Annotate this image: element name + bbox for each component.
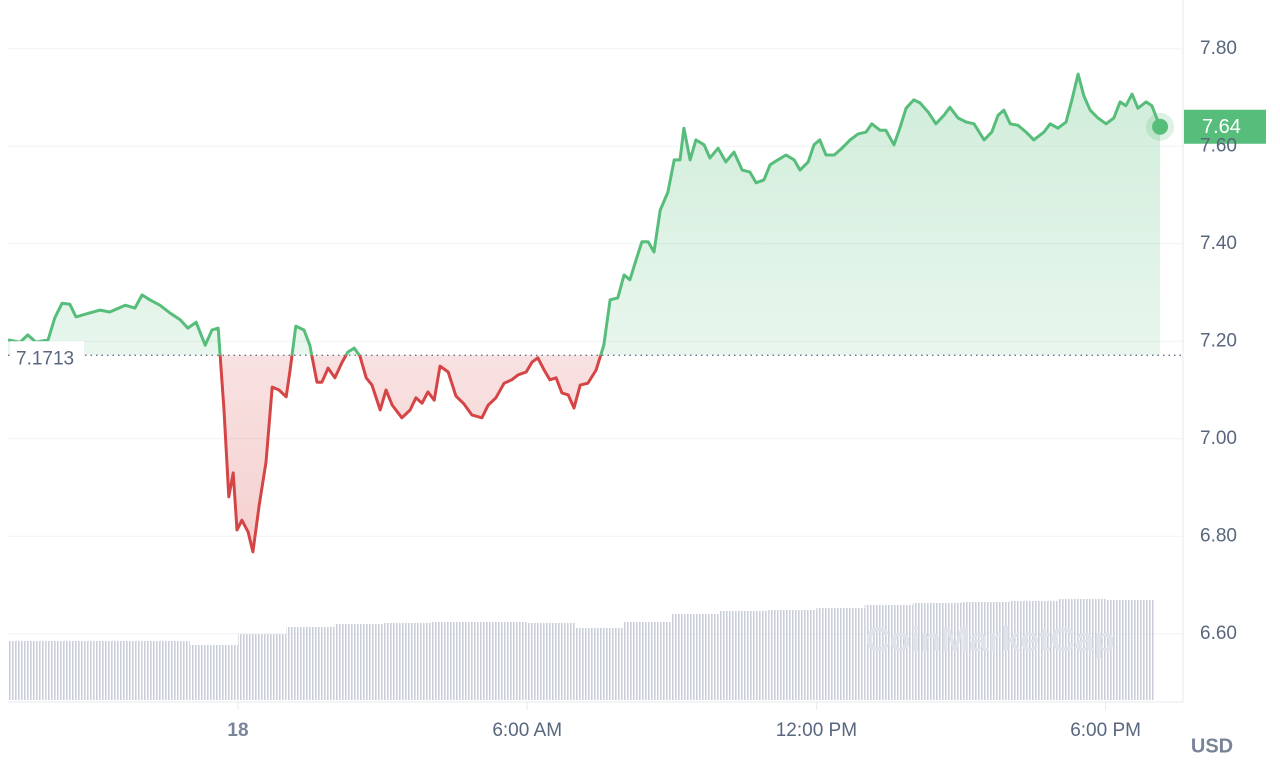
area-up <box>8 74 1161 356</box>
volume-bar <box>238 634 287 700</box>
volume-bar <box>430 622 479 700</box>
volume-bar <box>1009 601 1058 700</box>
price-line-up <box>7 72 1162 356</box>
y-tick-label: 6.80 <box>1200 525 1237 546</box>
volume-bar <box>623 622 672 700</box>
volume-bar <box>1057 599 1106 700</box>
watermark: CoinMarketCap <box>865 621 1114 659</box>
y-axis-label: USD <box>1191 735 1233 757</box>
volume-bar <box>671 614 720 700</box>
volume-bar <box>768 610 817 700</box>
volume-bar <box>864 605 913 700</box>
x-tick-label: 6:00 AM <box>492 720 562 741</box>
volume-bar <box>575 628 624 700</box>
y-tick-label: 7.80 <box>1200 38 1237 59</box>
volume-bar <box>479 622 528 700</box>
volume-bar <box>286 627 335 700</box>
last-point <box>1152 118 1169 135</box>
volume-bar <box>382 623 431 700</box>
volume-bar <box>816 608 865 700</box>
volume-bar <box>961 602 1010 700</box>
volume-bar <box>189 645 238 700</box>
price-line-down <box>218 355 603 554</box>
y-tick-label: 7.60 <box>1200 135 1237 156</box>
reference-label: 7.1713 <box>16 348 74 369</box>
plot: 7.1713 7.64 <box>7 72 1266 554</box>
area-down <box>220 355 601 552</box>
volume-bar <box>45 641 94 700</box>
volume-bar <box>8 641 46 700</box>
volume-bar <box>720 611 769 700</box>
x-tick-label: 6:00 PM <box>1070 720 1141 741</box>
y-tick-label: 7.20 <box>1200 330 1237 351</box>
volume <box>8 599 1154 700</box>
x-tick-label: 12:00 PM <box>776 720 857 741</box>
volume-bar <box>527 623 576 700</box>
y-tick-label: 7.00 <box>1200 428 1237 449</box>
x-tick-label: 18 <box>227 720 248 741</box>
volume-bar <box>334 624 383 700</box>
volume-bar <box>141 641 190 700</box>
volume-bar <box>912 603 961 700</box>
y-tick-label: 6.60 <box>1200 623 1237 644</box>
price-tag-label: 7.64 <box>1202 116 1241 138</box>
volume-bar <box>93 641 142 700</box>
volume-bar <box>1105 600 1154 700</box>
y-tick-label: 7.40 <box>1200 233 1237 254</box>
reference-label-bg <box>10 341 84 368</box>
price-tag <box>1184 109 1266 144</box>
